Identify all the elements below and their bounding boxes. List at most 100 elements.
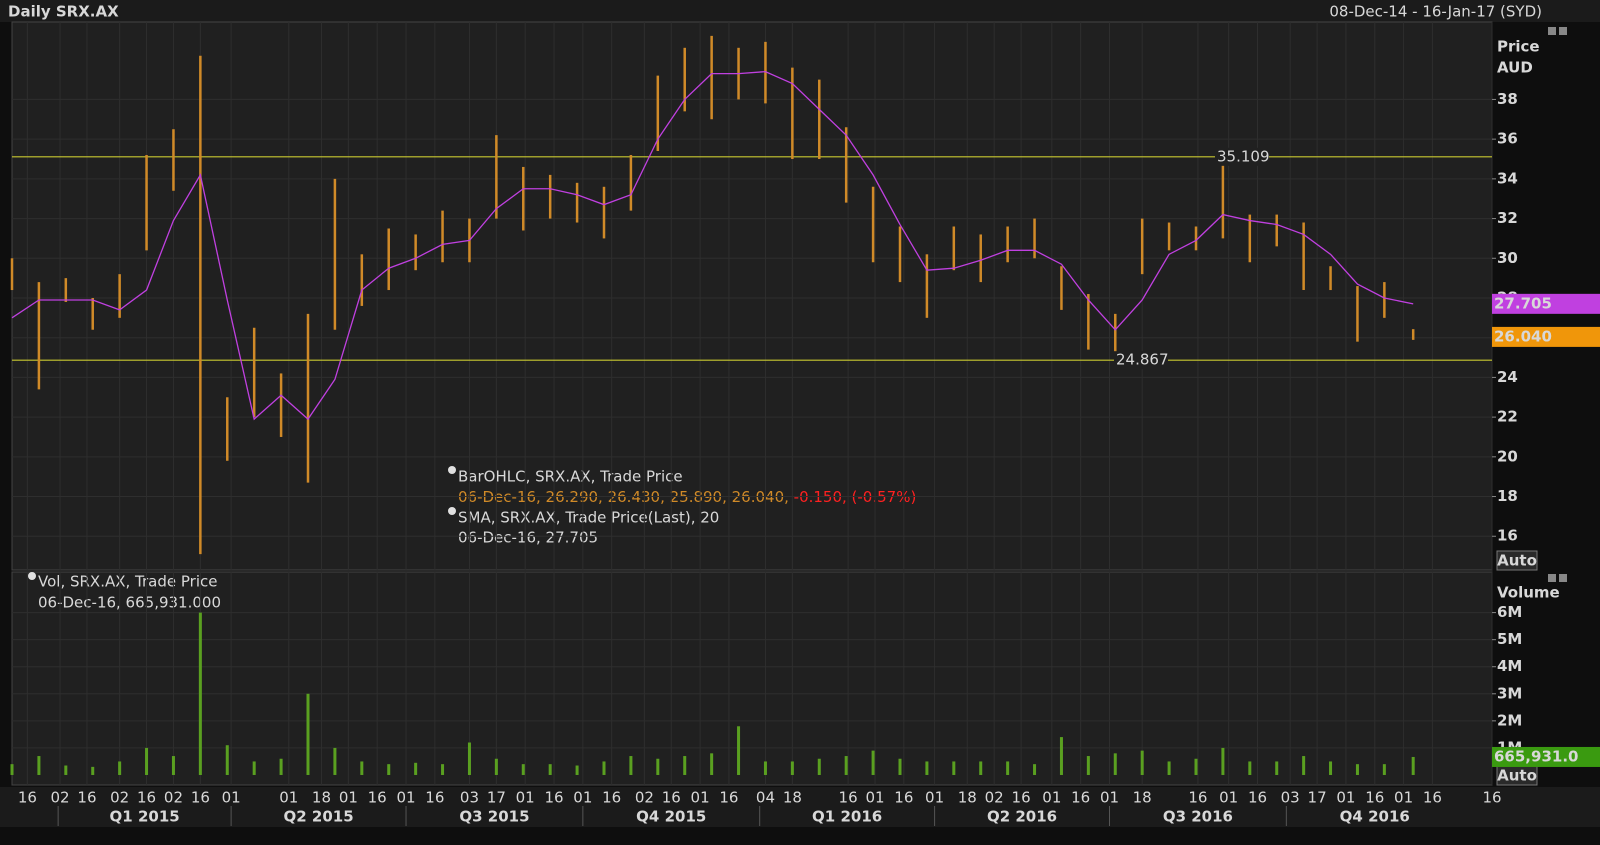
- legend-icon[interactable]: [448, 507, 456, 515]
- x-tick-label: 01: [1394, 789, 1413, 807]
- auto-button-label[interactable]: Auto: [1497, 552, 1537, 570]
- hline-label: 35.109: [1217, 147, 1270, 165]
- x-tick-label: 01: [925, 789, 944, 807]
- volume-bar: [1302, 756, 1306, 775]
- volume-bar: [790, 761, 794, 775]
- x-tick-label: 16: [602, 789, 621, 807]
- volume-bar: [1194, 758, 1198, 775]
- x-tick-label: 16: [1482, 789, 1501, 807]
- x-axis-band: [0, 787, 1600, 827]
- price-panel: [11, 21, 1493, 571]
- volume-bar: [1411, 756, 1415, 775]
- volume-bar: [306, 693, 310, 775]
- x-tick-label: 01: [279, 789, 298, 807]
- x-tick-label: 16: [544, 789, 563, 807]
- x-tick-label: 01: [691, 789, 710, 807]
- y-tick-label: 36: [1497, 130, 1518, 148]
- x-tick-label: 17: [1308, 789, 1327, 807]
- legend-icon[interactable]: [448, 466, 456, 474]
- quarter-label: Q4 2016: [1340, 808, 1410, 826]
- volume-bar: [763, 761, 767, 775]
- x-tick-label: 01: [396, 789, 415, 807]
- auto-button-label[interactable]: Auto: [1497, 767, 1537, 785]
- volume-bar: [64, 765, 68, 775]
- y-tick-label: 32: [1497, 209, 1518, 227]
- legend-icon[interactable]: [28, 572, 36, 580]
- x-tick-label: 03: [1281, 789, 1300, 807]
- x-tick-label: 16: [839, 789, 858, 807]
- quarter-label: Q3 2016: [1163, 808, 1233, 826]
- quarter-label: Q4 2015: [636, 808, 706, 826]
- y-tick-label: 18: [1497, 487, 1518, 505]
- volume-bar: [225, 745, 229, 775]
- auto-button[interactable]: [1496, 550, 1538, 571]
- volume-bar: [1059, 737, 1063, 775]
- last-value-box: [1492, 326, 1600, 347]
- volume-bar: [1140, 750, 1144, 775]
- volume-bar: [898, 758, 902, 775]
- volume-bar: [1167, 761, 1171, 775]
- header-bar: [0, 0, 1600, 22]
- x-tick-label: 16: [1365, 789, 1384, 807]
- x-tick-label: 16: [18, 789, 37, 807]
- volume-bar: [252, 761, 256, 775]
- volume-bar: [467, 742, 471, 775]
- y-tick-label: 22: [1497, 408, 1518, 426]
- volume-bar: [1248, 761, 1252, 775]
- x-tick-label: 16: [1248, 789, 1267, 807]
- x-tick-label: 16: [894, 789, 913, 807]
- x-tick-label: 16: [191, 789, 210, 807]
- x-tick-label: 01: [222, 789, 241, 807]
- volume-bar: [548, 764, 552, 775]
- panel-close[interactable]: [1559, 27, 1567, 35]
- legend-entry: SMA, SRX.AX, Trade Price(Last), 20: [458, 509, 719, 527]
- x-tick-label: 16: [77, 789, 96, 807]
- legend-entry: Vol, SRX.AX, Trade Price: [38, 573, 217, 591]
- x-tick-label: 16: [137, 789, 156, 807]
- x-tick-label: 16: [1012, 789, 1031, 807]
- legend-entry: BarOHLC, SRX.AX, Trade Price: [458, 468, 683, 486]
- volume-bar: [979, 761, 983, 775]
- quarter-label: Q2 2015: [283, 808, 353, 826]
- x-tick-label: 02: [51, 789, 70, 807]
- y-tick-label: 20: [1497, 447, 1518, 465]
- y-tick-label: 3M: [1497, 684, 1522, 702]
- last-value-box: [1492, 746, 1600, 767]
- volume-bar: [844, 756, 848, 775]
- panel-icon[interactable]: [1548, 574, 1556, 582]
- volume-bar: [737, 726, 741, 775]
- volume-bar: [1221, 747, 1225, 775]
- x-tick-label: 02: [635, 789, 654, 807]
- x-tick-label: 18: [1133, 789, 1152, 807]
- volume-bar: [1355, 764, 1359, 775]
- volume-bar: [817, 758, 821, 775]
- last-value-label: 27.705: [1494, 294, 1552, 312]
- volume-bar: [279, 758, 283, 775]
- x-tick-label: 16: [662, 789, 681, 807]
- x-tick-label: 16: [425, 789, 444, 807]
- volume-bar: [575, 765, 579, 775]
- quarter-label: Q1 2015: [110, 808, 180, 826]
- legend-detail: 06-Dec-16, 665,931.000: [38, 594, 221, 612]
- panel-close[interactable]: [1559, 574, 1567, 582]
- x-tick-label: 02: [164, 789, 183, 807]
- volume-bar: [171, 756, 175, 775]
- x-tick-label: 01: [573, 789, 592, 807]
- x-tick-label: 16: [1423, 789, 1442, 807]
- volume-bar: [871, 750, 875, 775]
- volume-bar: [602, 761, 606, 775]
- volume-legend: Vol, SRX.AX, Trade Price 06-Dec-16, 665,…: [28, 572, 221, 612]
- y-tick-label: 6M: [1497, 603, 1522, 621]
- legend-detail: 06-Dec-16, 27.705: [458, 529, 598, 547]
- volume-bar: [37, 756, 41, 775]
- panel-icon[interactable]: [1548, 27, 1556, 35]
- quarter-label: Q3 2015: [459, 808, 529, 826]
- hline-label-bg: [1114, 351, 1168, 370]
- x-tick-label: 01: [1042, 789, 1061, 807]
- y-tick-label: 38: [1497, 90, 1518, 108]
- hline-label: 24.867: [1116, 351, 1169, 369]
- volume-bar: [494, 758, 498, 775]
- y-axis-title: Volume: [1497, 584, 1560, 602]
- x-tick-label: 16: [1071, 789, 1090, 807]
